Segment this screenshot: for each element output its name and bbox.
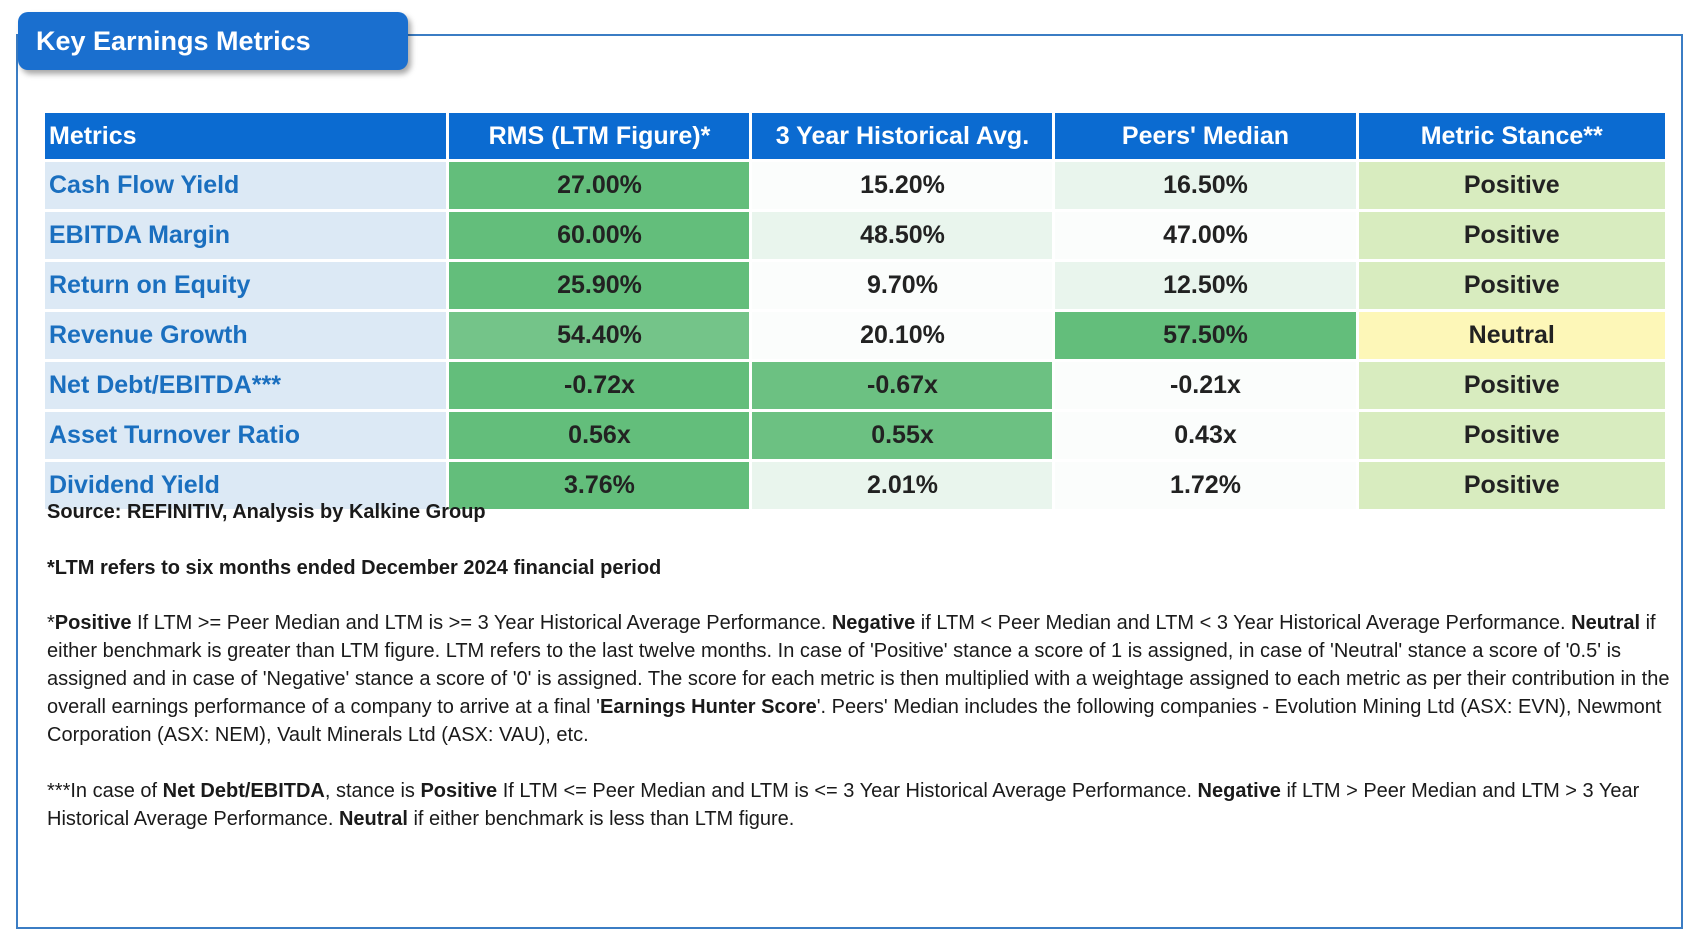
table-row: Return on Equity 25.90% 9.70% 12.50% Positiv… <box>45 262 1665 309</box>
note-text: if LTM > Peer Median and LTM > 3 Year Hi… <box>47 780 1640 830</box>
ltm-value-cell: -0.72x <box>449 362 750 409</box>
peers-median-cell: 16.50% <box>1055 162 1356 209</box>
table-row: Dividend Yield 3.76% 2.01% 1.72% Positive <box>45 462 1665 509</box>
stance-definition-note: *Positive If LTM >= Peer Median and LTM … <box>47 609 1672 749</box>
note-bold-net-debt: Net Debt/EBITDA <box>162 780 325 802</box>
note-text: If LTM >= Peer Median and LTM is >= 3 Ye… <box>131 612 832 634</box>
source-note: Source: REFINITIV, Analysis by Kalkine G… <box>47 497 1672 527</box>
note-text: if either benchmark is greater than LTM … <box>47 612 1670 718</box>
table-row: Revenue Growth 54.40% 20.10% 57.50% Neutral <box>45 312 1665 359</box>
note-text: If LTM <= Peer Median and LTM is <= 3 Ye… <box>497 780 1198 802</box>
ltm-value-cell: 60.00% <box>449 212 750 259</box>
ltm-value-cell: 25.90% <box>449 262 750 309</box>
metric-name-cell: Revenue Growth <box>45 312 447 359</box>
metric-name-cell: Cash Flow Yield <box>45 162 447 209</box>
table-header-row: Metrics RMS (LTM Figure)* 3 Year Histori… <box>45 113 1665 159</box>
historical-avg-cell: 2.01% <box>752 462 1053 509</box>
header-historical-avg: 3 Year Historical Avg. <box>752 113 1053 159</box>
metric-stance-cell: Positive <box>1358 462 1665 509</box>
note-text: * <box>47 612 55 634</box>
note-bold-neutral: Neutral <box>1571 612 1641 634</box>
metric-stance-cell: Neutral <box>1358 312 1665 359</box>
historical-avg-cell: 9.70% <box>752 262 1053 309</box>
ltm-value-cell: 27.00% <box>449 162 750 209</box>
metric-name-cell: Dividend Yield <box>45 462 447 509</box>
metric-name-cell: EBITDA Margin <box>45 212 447 259</box>
header-peers-median: Peers' Median <box>1055 113 1356 159</box>
note-bold-negative: Negative <box>831 612 916 634</box>
peers-median-cell: 0.43x <box>1055 412 1356 459</box>
table-row: Net Debt/EBITDA*** -0.72x -0.67x -0.21x Posi… <box>45 362 1665 409</box>
note-text: if either benchmark is less than LTM fig… <box>407 808 795 830</box>
header-ltm: RMS (LTM Figure)* <box>449 113 750 159</box>
peers-median-cell: -0.21x <box>1055 362 1356 409</box>
note-bold-positive: Positive <box>54 612 132 634</box>
metric-stance-cell: Positive <box>1358 262 1665 309</box>
ltm-value-cell: 0.56x <box>449 412 750 459</box>
net-debt-note: ***In case of Net Debt/EBITDA, stance is… <box>47 777 1672 833</box>
ltm-value-cell: 3.76% <box>449 462 750 509</box>
historical-avg-cell: 48.50% <box>752 212 1053 259</box>
peers-median-cell: 47.00% <box>1055 212 1356 259</box>
historical-avg-cell: -0.67x <box>752 362 1053 409</box>
metric-stance-cell: Positive <box>1358 162 1665 209</box>
ltm-note: *LTM refers to six months ended December… <box>47 553 1672 583</box>
note-text: '. Peers' Median includes the following … <box>47 696 1662 746</box>
metric-stance-cell: Positive <box>1358 362 1665 409</box>
historical-avg-cell: 15.20% <box>752 162 1053 209</box>
historical-avg-cell: 20.10% <box>752 312 1053 359</box>
note-text: , stance is <box>324 780 421 802</box>
peers-median-cell: 1.72% <box>1055 462 1356 509</box>
source-text: Source: REFINITIV, Analysis by Kalkine G… <box>47 501 486 523</box>
peers-median-cell: 57.50% <box>1055 312 1356 359</box>
table-row: Cash Flow Yield 27.00% 15.20% 16.50% Positiv… <box>45 162 1665 209</box>
note-text: if LTM < Peer Median and LTM < 3 Year Hi… <box>915 612 1572 634</box>
table-row: EBITDA Margin 60.00% 48.50% 47.00% Positive <box>45 212 1665 259</box>
metrics-table: Metrics RMS (LTM Figure)* 3 Year Histori… <box>42 110 1668 512</box>
metric-stance-cell: Positive <box>1358 212 1665 259</box>
header-metrics: Metrics <box>45 113 447 159</box>
panel-title: Key Earnings Metrics <box>18 12 408 70</box>
ltm-value-cell: 54.40% <box>449 312 750 359</box>
note-bold-score: Earnings Hunter Score <box>600 696 817 718</box>
note-text: ***In case of <box>47 780 163 802</box>
ltm-text: *LTM refers to six months ended December… <box>47 557 662 579</box>
metric-stance-cell: Positive <box>1358 412 1665 459</box>
header-metric-stance: Metric Stance** <box>1358 113 1665 159</box>
note-bold-neutral: Neutral <box>338 808 408 830</box>
metric-name-cell: Asset Turnover Ratio <box>45 412 447 459</box>
historical-avg-cell: 0.55x <box>752 412 1053 459</box>
note-bold-negative: Negative <box>1197 780 1281 802</box>
note-bold-positive: Positive <box>420 780 498 802</box>
metric-name-cell: Net Debt/EBITDA*** <box>45 362 447 409</box>
metric-name-cell: Return on Equity <box>45 262 447 309</box>
peers-median-cell: 12.50% <box>1055 262 1356 309</box>
table-row: Asset Turnover Ratio 0.56x 0.55x 0.43x Posit… <box>45 412 1665 459</box>
